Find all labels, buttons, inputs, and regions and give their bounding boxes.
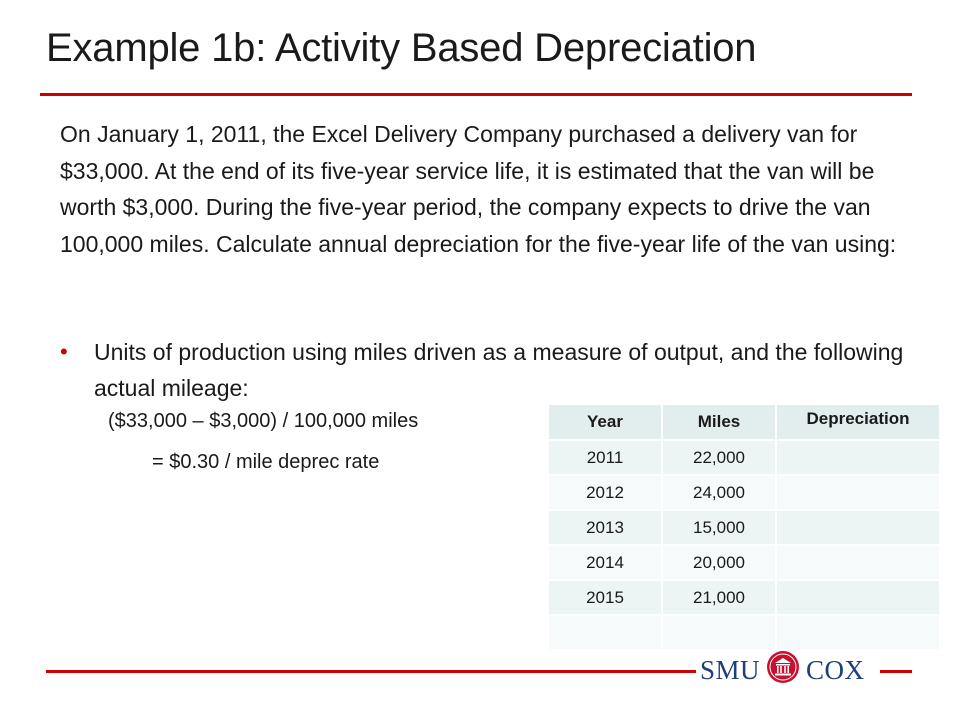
- formula-line-2: = $0.30 / mile deprec rate: [152, 451, 380, 473]
- cell-miles: 24,000: [661, 474, 777, 511]
- cell-year: [547, 614, 663, 651]
- logo-text-cox: COX: [806, 654, 865, 685]
- header-miles: Miles: [661, 403, 777, 441]
- table-row: 2013 15,000: [547, 509, 941, 546]
- cell-depreciation: [775, 509, 941, 546]
- smu-cox-logo: SMU COX: [700, 650, 865, 690]
- footer-divider-left: [46, 670, 696, 673]
- cell-depreciation: [775, 439, 941, 476]
- logo-text-smu: SMU: [700, 654, 761, 685]
- cell-year: 2011: [547, 439, 663, 476]
- header-depreciation: Depreciation: [775, 403, 941, 441]
- table-row: 2012 24,000: [547, 474, 941, 511]
- cell-depreciation: [775, 474, 941, 511]
- table-header-row: Year Miles Depreciation: [547, 403, 941, 441]
- cell-miles: 15,000: [661, 509, 777, 546]
- formula-line-1: ($33,000 – $3,000) / 100,000 miles: [108, 410, 419, 432]
- building-seal-icon: [766, 650, 800, 691]
- cell-miles: [661, 614, 777, 651]
- cell-miles: 20,000: [661, 544, 777, 581]
- cell-depreciation: [775, 544, 941, 581]
- table-row: [547, 614, 941, 651]
- problem-paragraph: On January 1, 2011, the Excel Delivery C…: [60, 121, 897, 257]
- header-year: Year: [547, 403, 663, 441]
- cell-miles: 22,000: [661, 439, 777, 476]
- cell-depreciation: [775, 579, 941, 616]
- bullet-item: • Units of production using miles driven…: [60, 334, 920, 406]
- footer-divider-right: [880, 670, 912, 673]
- bullet-icon: •: [60, 339, 68, 364]
- table-row: 2014 20,000: [547, 544, 941, 581]
- title-divider: [40, 93, 912, 96]
- cell-year: 2015: [547, 579, 663, 616]
- depreciation-table: Year Miles Depreciation 2011 22,000 2012…: [547, 403, 941, 651]
- table-row: 2015 21,000: [547, 579, 941, 616]
- slide-title: Example 1b: Activity Based Depreciation: [46, 26, 757, 70]
- cell-depreciation: [775, 614, 941, 651]
- bullet-text: Units of production using miles driven a…: [94, 339, 904, 401]
- cell-year: 2013: [547, 509, 663, 546]
- cell-year: 2014: [547, 544, 663, 581]
- cell-miles: 21,000: [661, 579, 777, 616]
- table-row: 2011 22,000: [547, 439, 941, 476]
- cell-year: 2012: [547, 474, 663, 511]
